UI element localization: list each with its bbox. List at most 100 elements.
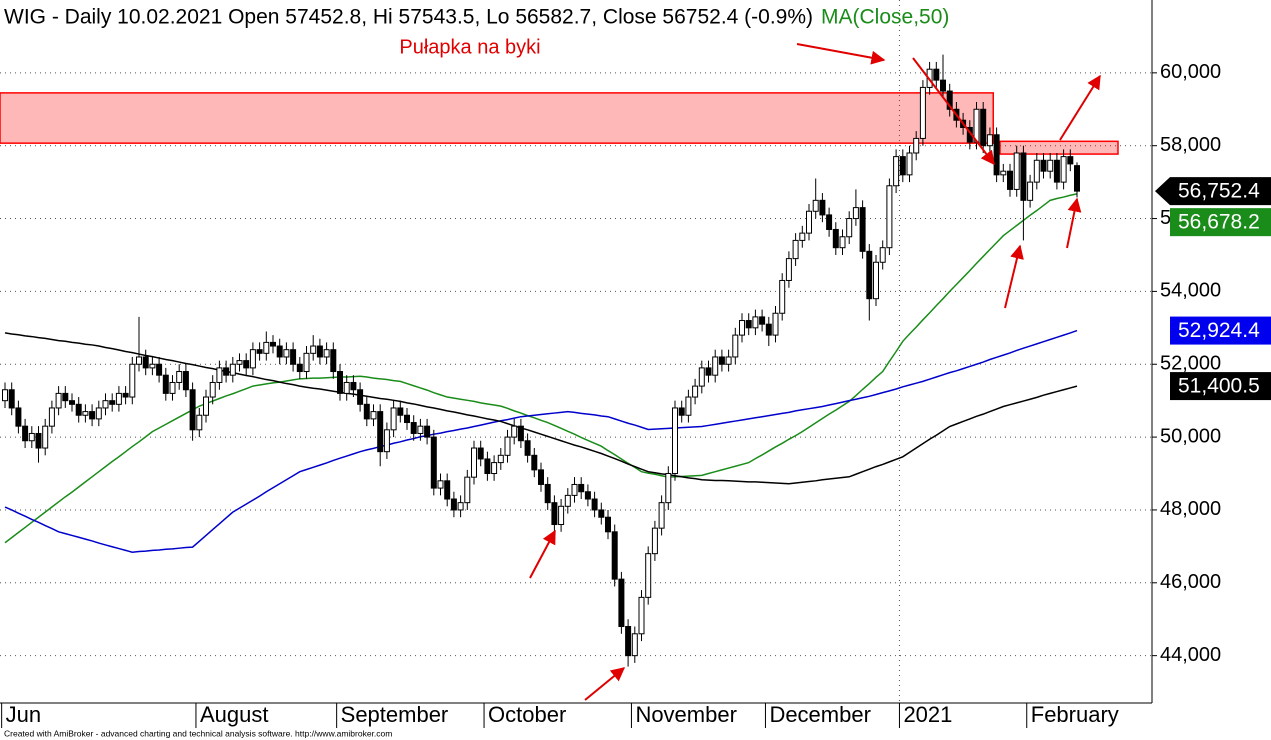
candle-body xyxy=(484,458,491,475)
candle-body xyxy=(89,411,96,420)
candle-body xyxy=(35,432,42,449)
candle-body xyxy=(156,363,163,376)
candle-body xyxy=(732,334,739,358)
candle-body xyxy=(799,232,806,241)
candle-body xyxy=(725,356,732,365)
candle-body xyxy=(611,531,618,580)
candle-body xyxy=(404,414,410,424)
candle-body xyxy=(558,505,565,526)
candle-body xyxy=(852,207,859,220)
candle-body xyxy=(846,218,853,238)
candle-body xyxy=(605,516,611,533)
candle-body xyxy=(343,381,350,394)
candle-body xyxy=(236,360,243,365)
candle-body xyxy=(444,480,451,500)
candle-body xyxy=(350,381,357,391)
candle-body xyxy=(980,108,987,147)
candle-body xyxy=(544,483,551,504)
moving-average-line xyxy=(4,329,1078,553)
candle-body xyxy=(48,407,55,427)
candle-body xyxy=(826,214,833,230)
candle-body xyxy=(806,210,812,234)
candle-body xyxy=(1060,156,1067,183)
candle-body xyxy=(551,502,558,526)
x-tick-label: February xyxy=(1031,702,1119,727)
candle-body xyxy=(886,185,893,249)
candle-body xyxy=(337,371,343,394)
candle-body xyxy=(651,527,658,555)
moving-average-line xyxy=(4,332,1078,485)
candle-body xyxy=(437,480,444,489)
candle-body xyxy=(1020,152,1027,201)
candle-body xyxy=(1033,159,1040,183)
candle-body xyxy=(839,236,846,249)
candle-body xyxy=(698,367,705,387)
candle-body xyxy=(276,345,283,358)
candle-body xyxy=(511,425,518,438)
candle-body xyxy=(792,239,799,260)
candle-body xyxy=(705,367,712,376)
candle-body xyxy=(256,349,263,354)
candle-body xyxy=(665,473,672,504)
candle-body xyxy=(357,389,364,405)
candle-body xyxy=(290,349,297,365)
arrow xyxy=(796,43,886,65)
candle-body xyxy=(189,389,196,431)
candle-body xyxy=(82,411,89,416)
arrow xyxy=(1004,244,1024,309)
y-tick-label: 50,000 xyxy=(1160,425,1221,447)
candle-body xyxy=(249,349,256,369)
candle-body xyxy=(678,407,685,416)
candle-body xyxy=(383,429,390,453)
candle-body xyxy=(658,502,665,529)
candle-body xyxy=(216,367,223,383)
candle-body xyxy=(578,483,585,493)
candle-body xyxy=(531,454,538,471)
candle-body xyxy=(203,396,209,416)
candle-body xyxy=(1047,159,1054,172)
candle-body xyxy=(491,462,498,475)
annotation-arrows xyxy=(529,43,1101,701)
candle-body xyxy=(450,498,457,511)
candle-body xyxy=(323,349,330,358)
candle-body xyxy=(1013,152,1020,190)
candle-body xyxy=(672,407,678,475)
candle-body xyxy=(893,156,900,187)
candle-body xyxy=(1007,170,1013,190)
candle-body xyxy=(42,425,49,449)
resistance-zone xyxy=(999,140,1119,155)
candle-body xyxy=(504,436,511,456)
x-tick-label: November xyxy=(635,702,736,727)
candle-body xyxy=(15,407,22,427)
candle-body xyxy=(209,381,216,398)
candle-body xyxy=(136,356,142,365)
footer: Created with AmiBroker - advanced charti… xyxy=(4,728,392,738)
arrow xyxy=(1059,74,1101,141)
candle-body xyxy=(712,356,719,376)
price-tag-label: 52,924.4 xyxy=(1178,319,1260,342)
price-tag xyxy=(1170,372,1271,401)
candle-body xyxy=(832,228,839,249)
candle-body xyxy=(772,312,779,336)
candle-body xyxy=(162,374,169,394)
candle-body xyxy=(1040,159,1047,172)
candle-body xyxy=(109,400,116,405)
candle-body xyxy=(913,137,920,154)
candle-body xyxy=(390,407,397,431)
x-tick-label: September xyxy=(341,702,449,727)
candle-body xyxy=(718,356,725,365)
candle-body xyxy=(55,392,62,409)
candle-body xyxy=(571,483,578,496)
price-tag-label: 56,678.2 xyxy=(1178,211,1260,234)
candle-body xyxy=(618,578,625,628)
candle-body xyxy=(685,396,692,416)
candle-body xyxy=(873,261,879,300)
candle-body xyxy=(129,363,136,398)
y-tick-label: 44,000 xyxy=(1160,644,1221,666)
price-tag xyxy=(1170,208,1271,237)
candle-body xyxy=(457,502,464,511)
x-tick-label: December xyxy=(769,702,870,727)
